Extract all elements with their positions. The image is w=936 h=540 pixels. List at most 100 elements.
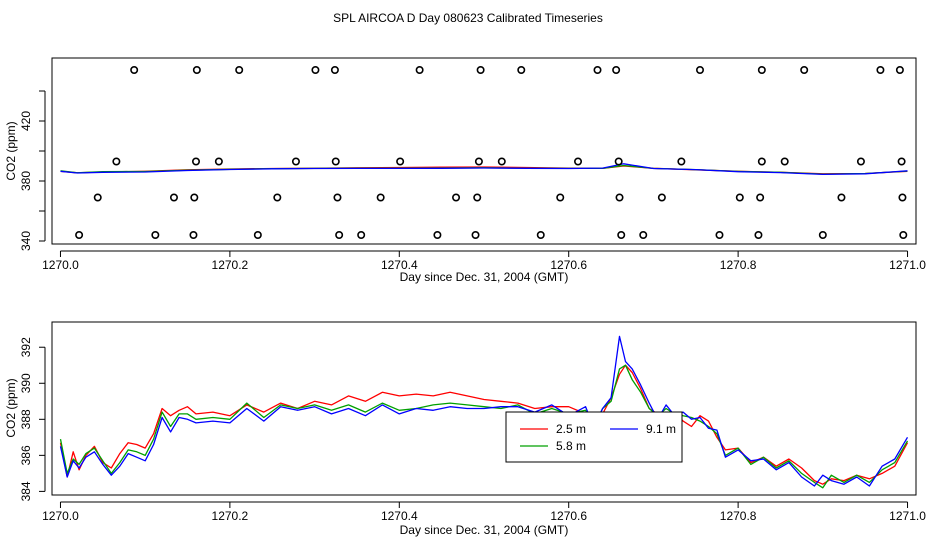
bottom-chart: 1270.0 1270.2 1270.4 1270.6 1270.8 1271.0 384… xyxy=(4,321,926,537)
calibration-point xyxy=(433,231,442,240)
bottom-y-tick-label: 390 xyxy=(19,373,33,393)
calibration-point xyxy=(93,193,102,202)
calibration-point xyxy=(837,193,846,202)
calibration-point xyxy=(615,193,624,202)
bottom-x-tick-label: 1270.2 xyxy=(212,509,249,523)
legend: 2.5 m 9.1 m 5.8 m xyxy=(505,411,683,463)
legend-label-5-8m: 5.8 m xyxy=(556,439,586,453)
top-x-tick-label: 1270.8 xyxy=(720,258,757,272)
calibration-point xyxy=(617,231,626,240)
calibration-point xyxy=(471,231,480,240)
top-y-tick-label: 380 xyxy=(19,171,33,191)
calibration-point xyxy=(333,193,342,202)
bottom-x-tick-label: 1270.6 xyxy=(550,509,587,523)
bottom-plot-frame xyxy=(51,321,917,496)
calibration-point xyxy=(357,231,366,240)
calibration-point xyxy=(396,157,405,166)
calibration-point xyxy=(452,193,461,202)
bottom-x-tick-label: 1270.8 xyxy=(720,509,757,523)
top-x-label: Day since Dec. 31, 2004 (GMT) xyxy=(400,270,569,284)
top-y-tick-label: 420 xyxy=(19,111,33,131)
top-y-tick-label: 340 xyxy=(19,231,33,251)
bottom-y-label: CO2 (ppm) xyxy=(4,378,18,437)
calibration-point xyxy=(614,157,623,166)
top-x-tick-label: 1271.0 xyxy=(889,258,926,272)
calibration-point xyxy=(190,193,199,202)
calibration-point xyxy=(757,66,766,75)
bottom-series-line-5-8-m xyxy=(59,364,909,489)
calibration-point xyxy=(612,66,621,75)
calibration-point xyxy=(876,66,885,75)
calibration-point xyxy=(677,157,686,166)
calibration-point xyxy=(192,157,201,166)
calibration-point xyxy=(639,231,648,240)
legend-box xyxy=(505,411,683,463)
calibration-point xyxy=(235,66,244,75)
calibration-point xyxy=(273,193,282,202)
calibration-point xyxy=(75,231,84,240)
calibration-point xyxy=(253,231,262,240)
calibration-point xyxy=(818,231,827,240)
calibration-point xyxy=(898,193,907,202)
bottom-x-tick-label: 1271.0 xyxy=(889,509,926,523)
bottom-y-tick-label: 386 xyxy=(19,445,33,465)
bottom-series-line-9-1-m xyxy=(59,335,909,487)
top-chart: 1270.0 1270.2 1270.4 1270.6 1270.8 1271.0 340… xyxy=(4,57,926,284)
calibration-point xyxy=(780,157,789,166)
calibration-point xyxy=(291,157,300,166)
bottom-y-tick-label: 392 xyxy=(19,337,33,357)
legend-label-2-5m: 2.5 m xyxy=(556,422,586,436)
calibration-point xyxy=(856,157,865,166)
calibration-point xyxy=(899,231,908,240)
figure-title: SPL AIRCOA D Day 080623 Calibrated Times… xyxy=(333,11,603,25)
calibration-point xyxy=(130,66,139,75)
calibration-point xyxy=(735,193,744,202)
top-series-line-9-1-m xyxy=(60,163,908,176)
bottom-x-tick-label: 1270.4 xyxy=(381,509,418,523)
calibration-point xyxy=(330,66,339,75)
calibration-point xyxy=(556,193,565,202)
calibration-point xyxy=(897,157,906,166)
top-x-axis: 1270.0 1270.2 1270.4 1270.6 1270.8 1271.0 xyxy=(42,250,926,272)
calibration-point xyxy=(335,231,344,240)
top-x-tick-label: 1270.4 xyxy=(381,258,418,272)
calibration-point xyxy=(311,66,320,75)
calibration-point xyxy=(754,231,763,240)
top-x-tick-label: 1270.0 xyxy=(42,258,79,272)
calibration-point xyxy=(756,193,765,202)
calibration-point xyxy=(112,157,121,166)
legend-label-9-1m: 9.1 m xyxy=(646,422,676,436)
calibration-point xyxy=(895,66,904,75)
top-points xyxy=(75,66,908,240)
calibration-point xyxy=(214,157,223,166)
calibration-point xyxy=(192,66,201,75)
calibration-point xyxy=(574,157,583,166)
bottom-y-tick-label: 384 xyxy=(19,481,33,501)
bottom-y-axis: 384 386 388 390 392 xyxy=(19,337,46,501)
calibration-point xyxy=(497,157,506,166)
calibration-point xyxy=(517,66,526,75)
calibration-point xyxy=(474,157,483,166)
bottom-lines xyxy=(59,335,909,489)
top-x-tick-label: 1270.2 xyxy=(212,258,249,272)
calibration-point xyxy=(473,193,482,202)
calibration-point xyxy=(151,231,160,240)
calibration-point xyxy=(800,66,809,75)
calibration-point xyxy=(757,157,766,166)
bottom-y-tick-label: 388 xyxy=(19,409,33,429)
calibration-point xyxy=(169,193,178,202)
calibration-point xyxy=(695,66,704,75)
calibration-point xyxy=(657,193,666,202)
calibration-point xyxy=(536,231,545,240)
bottom-x-tick-label: 1270.0 xyxy=(42,509,79,523)
top-y-axis: 340 380 420 xyxy=(19,90,46,251)
top-lines xyxy=(60,163,908,176)
top-x-tick-label: 1270.6 xyxy=(550,258,587,272)
calibration-point xyxy=(189,231,198,240)
calibration-point xyxy=(593,66,602,75)
bottom-x-label: Day since Dec. 31, 2004 (GMT) xyxy=(400,523,569,537)
calibration-point xyxy=(476,66,485,75)
top-plot-frame xyxy=(51,57,917,245)
calibration-point xyxy=(376,193,385,202)
